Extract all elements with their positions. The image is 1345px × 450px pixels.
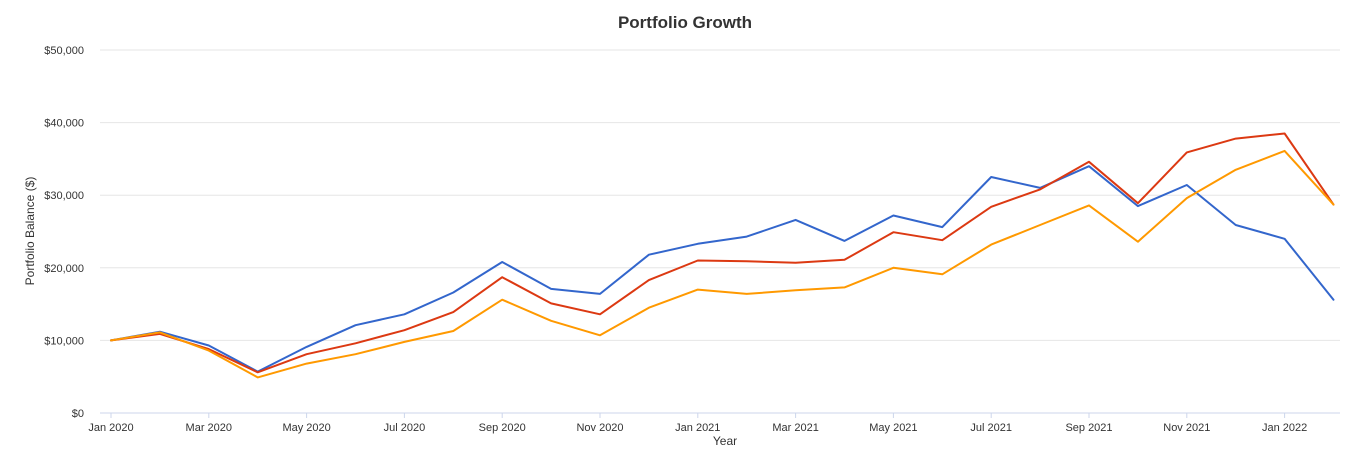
y-tick-label: $50,000 [44,45,84,57]
x-tick-label: May 2021 [869,422,917,434]
x-tick-label: May 2020 [282,422,330,434]
x-tick-label: Nov 2020 [576,422,623,434]
blue-series-line[interactable] [110,165,1335,373]
grid-layer [100,49,1340,341]
x-tick-label: Mar 2021 [772,422,818,434]
x-tick-label: Nov 2021 [1163,422,1210,434]
x-tick-label: Sep 2021 [1065,422,1112,434]
x-tick-label: Jan 2022 [1262,422,1307,434]
y-tick-label: $20,000 [44,263,84,275]
x-tick-label: Jul 2020 [384,422,426,434]
x-tick-label: Sep 2020 [479,422,526,434]
x-axis-label: Year [713,434,737,448]
orange-series-line[interactable] [110,149,1335,379]
x-tick-label: Jan 2021 [675,422,720,434]
x-tick-label: Jan 2020 [88,422,133,434]
y-tick-label: $30,000 [44,190,84,202]
x-tick-label: Mar 2020 [186,422,232,434]
y-axis-label: Portfolio Balance ($) [23,177,37,286]
y-tick-label: $10,000 [44,335,84,347]
axis-layer: $0 $10,000 $20,000 $30,000 $40,000 $50,000 Jan… [44,45,1340,434]
series-layer [110,132,1335,379]
y-tick-label: $0 [72,408,84,420]
red-series-line[interactable] [110,132,1335,374]
y-tick-label: $40,000 [44,118,84,130]
x-tick-label: Jul 2021 [970,422,1012,434]
chart-title: Portfolio Growth [618,13,752,32]
